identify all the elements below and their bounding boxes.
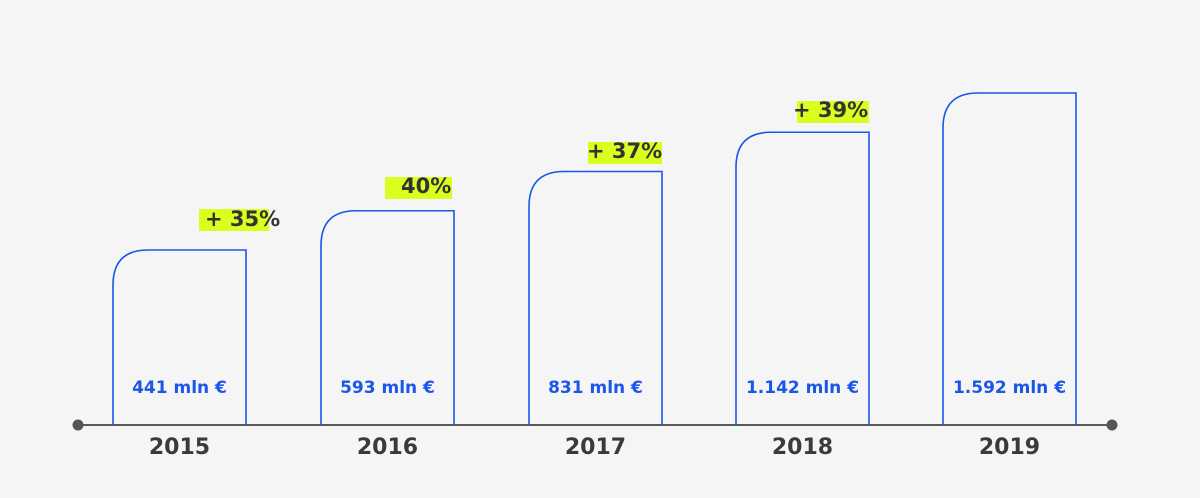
growth-label-4: + 39%	[793, 98, 868, 122]
year-label-2018: 2018	[772, 435, 833, 460]
value-label-2017: 831 mln €	[548, 378, 643, 398]
bar-2019	[942, 92, 1077, 425]
value-label-2015: 441 mln €	[132, 378, 227, 398]
value-label-2018: 1.142 mln €	[746, 378, 859, 398]
x-axis-end-dot	[1106, 419, 1118, 431]
growth-label-1: + 35%	[205, 207, 280, 231]
growth-highlight-2	[385, 177, 452, 199]
bar-2015	[112, 249, 247, 425]
year-label-2015: 2015	[149, 435, 210, 460]
x-axis-start-dot	[72, 419, 84, 431]
bar-2017	[528, 170, 663, 425]
growth-label-3: + 37%	[587, 139, 662, 163]
bar-2016	[320, 209, 455, 425]
value-label-2016: 593 mln €	[340, 378, 435, 398]
year-label-2017: 2017	[565, 435, 626, 460]
bar-2018	[735, 131, 870, 425]
growth-highlight-4	[797, 101, 869, 123]
value-label-2019: 1.592 mln €	[953, 378, 1066, 398]
year-label-2019: 2019	[979, 435, 1040, 460]
year-label-2016: 2016	[357, 435, 418, 460]
growth-label-2: 40%	[401, 174, 451, 198]
growth-highlight-3	[588, 142, 662, 164]
growth-highlight-1	[199, 209, 269, 231]
